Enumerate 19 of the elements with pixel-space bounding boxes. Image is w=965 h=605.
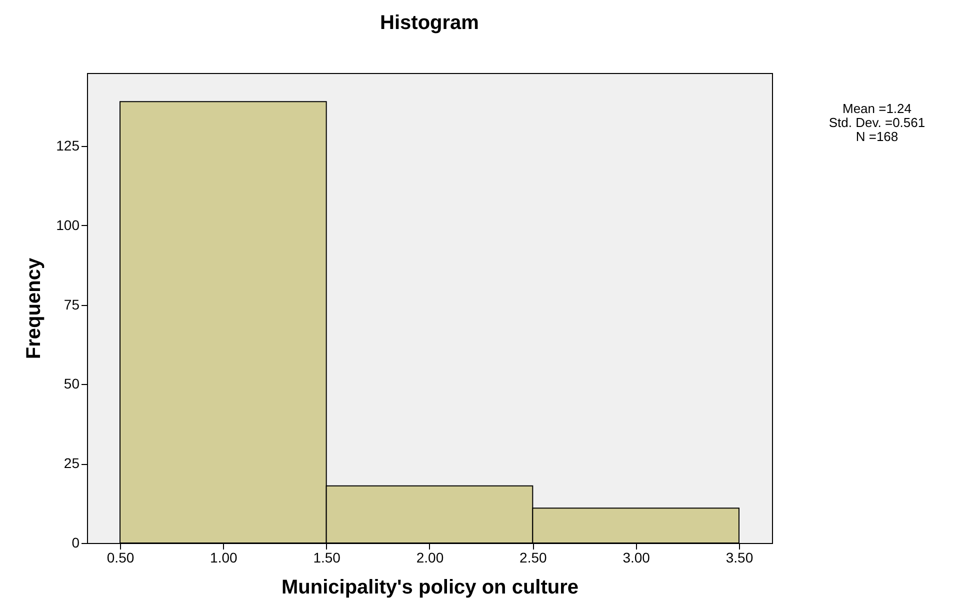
x-tick-label: 1.50 [313, 550, 341, 566]
text: N =168 [856, 129, 898, 144]
x-tick-label: 2.50 [520, 550, 547, 566]
y-axis-title: Frequency [23, 257, 46, 360]
y-tick-label: 125 [56, 138, 80, 154]
x-tick-label: 2.00 [416, 550, 444, 566]
text: Std. Dev. =0.561 [828, 115, 926, 130]
x-tick-label: 1.00 [210, 550, 238, 566]
x-tick-label: 0.50 [106, 550, 134, 566]
y-tick-label: 0 [72, 534, 80, 550]
y-tick-label: 25 [64, 455, 80, 472]
x-axis-title: Municipality's policy on culture [281, 576, 579, 598]
y-tick-label: 50 [64, 376, 80, 392]
y-tick-label: 75 [64, 296, 80, 312]
text: Mean =1.24 [842, 101, 912, 116]
x-tick-label: 3.50 [726, 550, 754, 566]
x-tick-label: 3.00 [622, 550, 650, 566]
chart-title: Histogram [380, 12, 479, 34]
y-tick-label: 100 [56, 216, 80, 233]
